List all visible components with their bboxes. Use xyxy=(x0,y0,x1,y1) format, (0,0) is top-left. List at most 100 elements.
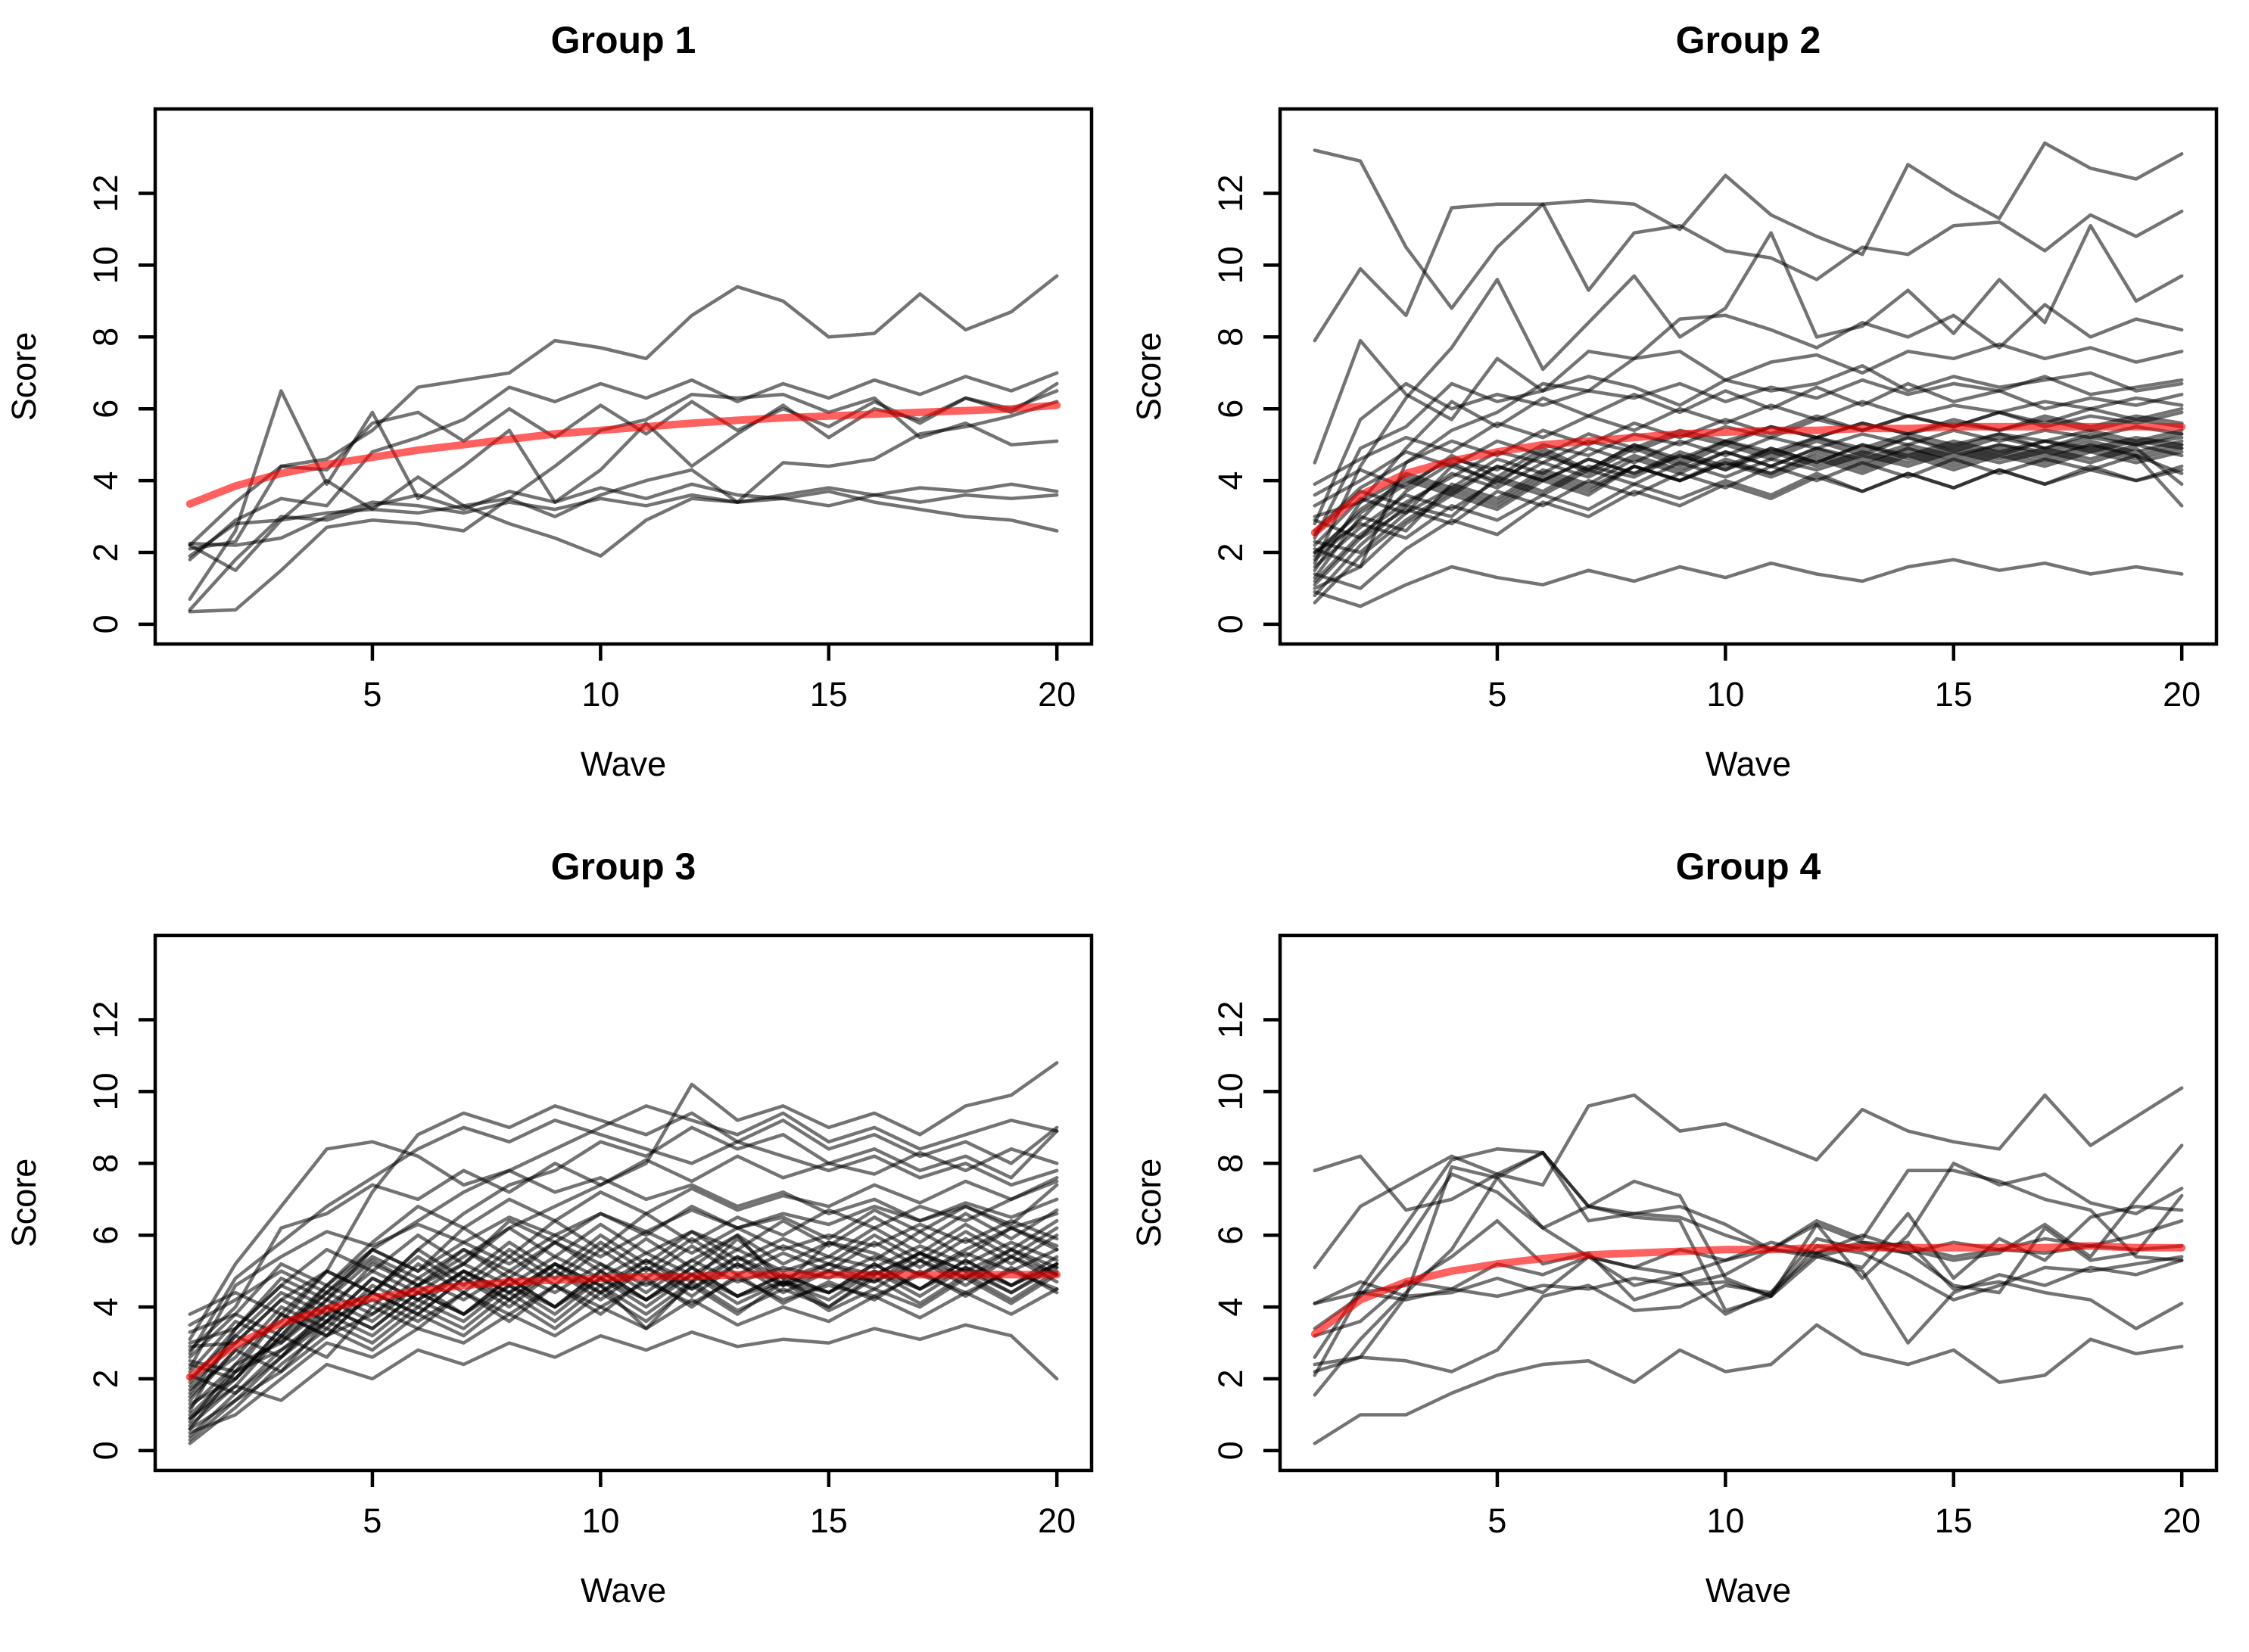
x-tick-label: 15 xyxy=(810,675,848,714)
panel-group-1: Group 1 5 10 15 20 0 2 4 6 8 10 12 Wave Score xyxy=(5,19,1094,783)
y-axis-label: Score xyxy=(1129,1158,1168,1247)
plot-box xyxy=(1278,107,2218,646)
trajectory-line xyxy=(188,1103,1059,1405)
y-tick-label: 8 xyxy=(86,328,125,347)
trajectory-line xyxy=(1313,1237,2183,1374)
y-tick-label: 2 xyxy=(1211,1369,1250,1388)
trajectory-line xyxy=(188,1208,1059,1384)
trajectory-line xyxy=(1313,202,2183,343)
y-tick-label: 12 xyxy=(86,174,125,212)
x-tick-label: 5 xyxy=(1487,1501,1506,1540)
y-tick-label: 6 xyxy=(1211,400,1250,418)
y-tick-label: 8 xyxy=(86,1153,125,1172)
trajectory-line xyxy=(1313,1150,2183,1305)
y-axis-label: Score xyxy=(1129,332,1168,422)
trajectory-line xyxy=(188,1323,1059,1420)
y-tick-label: 10 xyxy=(86,1072,125,1110)
x-tick-label: 20 xyxy=(1038,675,1076,714)
trajectory-line xyxy=(1313,414,2183,583)
trajectory-line xyxy=(188,381,1059,601)
trajectory-line xyxy=(1313,1218,2183,1305)
panel-title: Group 3 xyxy=(551,845,696,888)
trajectory-line xyxy=(188,400,1059,572)
trajectory-line xyxy=(188,493,1059,547)
trajectory-line xyxy=(1313,381,2183,572)
x-tick-label: 15 xyxy=(1934,1501,1972,1540)
x-tick-label: 10 xyxy=(1706,1501,1744,1540)
y-tick-label: 6 xyxy=(86,1225,125,1244)
trajectory-line xyxy=(188,371,1059,562)
trajectory-line xyxy=(188,1240,1059,1345)
y-tick-label: 0 xyxy=(1211,1441,1250,1460)
plot-box xyxy=(1278,933,2218,1472)
x-axis-label: Wave xyxy=(581,1571,666,1610)
trajectory-line xyxy=(1313,443,2183,518)
panel-group-2: Group 2 5 10 15 20 0 2 4 6 8 10 12 Wave Score xyxy=(1129,19,2218,783)
plot-box xyxy=(153,107,1094,646)
trajectory-line xyxy=(188,482,1059,612)
x-axis-label: Wave xyxy=(1705,1571,1790,1610)
trajectory-line xyxy=(188,1118,1059,1355)
x-tick-label: 15 xyxy=(1934,675,1972,714)
x-tick-label: 20 xyxy=(2163,675,2201,714)
mean-curve xyxy=(1310,422,2185,537)
x-tick-label: 5 xyxy=(363,675,382,714)
x-axis-label: Wave xyxy=(1705,745,1790,783)
plot-box xyxy=(153,933,1094,1472)
trajectory-line xyxy=(1313,558,2183,608)
y-tick-label: 6 xyxy=(86,400,125,418)
trajectory-line xyxy=(1313,453,2183,586)
trajectory-line xyxy=(1313,450,2183,555)
trajectory-line xyxy=(188,274,1059,547)
trajectory-line xyxy=(1313,1146,2183,1359)
y-axis-label: Score xyxy=(5,332,43,422)
trajectory-line xyxy=(188,1140,1059,1341)
trajectory-line xyxy=(188,1179,1059,1413)
y-tick-label: 0 xyxy=(86,614,125,633)
y-tick-label: 2 xyxy=(86,543,125,562)
x-tick-label: 10 xyxy=(581,1501,619,1540)
y-tick-label: 10 xyxy=(86,246,125,284)
x-axis-label: Wave xyxy=(581,745,666,783)
y-tick-label: 12 xyxy=(86,1000,125,1038)
trajectory-line xyxy=(1313,223,2183,565)
mean-curve xyxy=(185,401,1061,508)
trajectory-line xyxy=(1313,446,2183,569)
mean-curve xyxy=(185,1270,1061,1381)
y-tick-label: 10 xyxy=(1211,1072,1250,1110)
x-tick-label: 20 xyxy=(2163,1501,2201,1540)
x-tick-label: 15 xyxy=(810,1501,848,1540)
y-tick-label: 12 xyxy=(1211,174,1250,212)
trajectory-line xyxy=(1313,396,2183,487)
x-tick-label: 5 xyxy=(1487,675,1506,714)
y-tick-label: 12 xyxy=(1211,1000,1250,1038)
y-tick-label: 8 xyxy=(1211,1153,1250,1172)
y-tick-label: 4 xyxy=(1211,471,1250,490)
panel-title: Group 2 xyxy=(1675,19,1821,61)
x-tick-label: 10 xyxy=(1706,675,1744,714)
y-tick-label: 4 xyxy=(1211,1297,1250,1316)
panel-title: Group 4 xyxy=(1675,845,1821,888)
trajectory-line xyxy=(1313,1085,2183,1212)
panel-group-4: Group 4 5 10 15 20 0 2 4 6 8 10 12 Wave Score xyxy=(1129,845,2218,1610)
y-tick-label: 0 xyxy=(1211,614,1250,633)
y-tick-label: 2 xyxy=(86,1369,125,1388)
trajectory-line xyxy=(188,1060,1059,1431)
y-tick-label: 10 xyxy=(1211,246,1250,284)
y-tick-label: 4 xyxy=(86,1297,125,1316)
y-tick-label: 0 xyxy=(86,1441,125,1460)
y-tick-label: 4 xyxy=(86,471,125,490)
x-tick-label: 5 xyxy=(363,1501,382,1540)
trajectory-line xyxy=(1313,464,2183,555)
x-tick-label: 20 xyxy=(1038,1501,1076,1540)
y-tick-label: 2 xyxy=(1211,543,1250,562)
trajectory-line xyxy=(1313,342,2183,590)
trajectory-line xyxy=(1313,1323,2183,1445)
trajectory-line xyxy=(188,1268,1059,1402)
trajectory-line xyxy=(188,1103,1059,1388)
trajectory-line xyxy=(188,1286,1059,1434)
panel-title: Group 1 xyxy=(551,19,696,61)
trajectory-line xyxy=(1313,338,2183,465)
trajectory-line xyxy=(1313,141,2183,310)
